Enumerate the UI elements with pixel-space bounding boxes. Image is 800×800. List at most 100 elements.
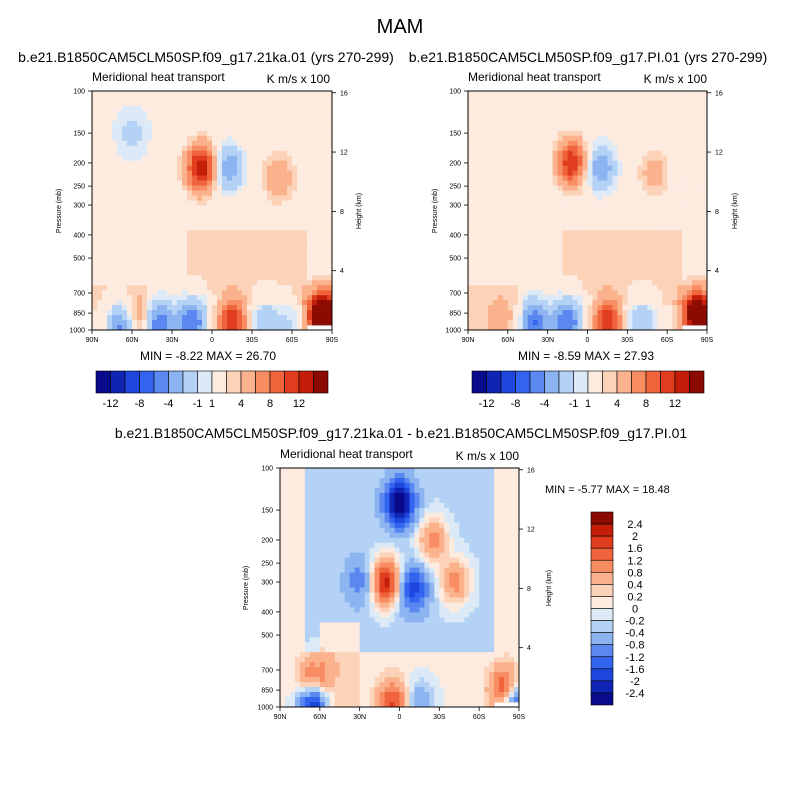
contour-cell (142, 115, 148, 122)
contour-cell (212, 240, 218, 246)
contour-cell (702, 135, 708, 142)
contour-cell (297, 135, 303, 142)
contour-cell (252, 210, 258, 216)
contour-cell (687, 100, 693, 107)
contour-cell (327, 175, 333, 181)
contour-cell (552, 125, 558, 132)
contour-cell (257, 155, 263, 162)
contour-cell (262, 195, 268, 201)
contour-cell (307, 295, 313, 301)
contour-cell (637, 165, 643, 171)
contour-cell (242, 105, 248, 112)
contour-cell (127, 230, 133, 236)
contour-field (280, 468, 520, 708)
contour-cell (612, 185, 618, 191)
contour-cell (477, 315, 484, 321)
contour-cell (312, 130, 318, 137)
contour-cell (167, 240, 173, 246)
contour-cell (612, 165, 618, 171)
contour-cell (702, 105, 708, 112)
contour-cell (577, 91, 583, 97)
contour-cell (682, 295, 688, 301)
contour-cell (622, 230, 628, 236)
contour-cell (167, 180, 173, 186)
contour-cell (567, 280, 573, 286)
contour-cell (597, 165, 603, 171)
contour-cell (577, 260, 583, 266)
contour-cell (657, 105, 663, 112)
contour-cell (122, 145, 128, 152)
contour-cell (92, 110, 98, 117)
contour-cell (582, 285, 588, 291)
contour-cell (157, 310, 163, 316)
contour-cell (532, 320, 539, 326)
contour-cell (167, 325, 173, 331)
contour-cell (137, 225, 143, 231)
contour-cell (497, 135, 504, 142)
contour-cell (207, 295, 213, 301)
contour-cell (157, 200, 163, 206)
contour-cell (512, 160, 519, 166)
contour-cell (277, 245, 283, 251)
contour-cell (517, 210, 524, 216)
contour-cell (477, 125, 484, 132)
contour-cell (232, 230, 238, 236)
contour-cell (297, 230, 303, 236)
contour-cell (307, 275, 313, 281)
contour-cell (642, 95, 648, 102)
contour-cell (517, 140, 524, 147)
contour-cell (262, 165, 268, 171)
contour-cell (222, 295, 228, 301)
contour-cell (132, 285, 138, 291)
contour-cell (142, 140, 148, 147)
contour-cell (697, 265, 703, 271)
contour-cell (572, 170, 578, 176)
pressure-tick-label: 400 (73, 232, 85, 239)
contour-cell (242, 275, 248, 281)
contour-cell (117, 145, 123, 152)
contour-cell (642, 185, 648, 191)
contour-cell (167, 305, 173, 311)
contour-cell (112, 220, 118, 226)
contour-cell (177, 135, 183, 142)
contour-cell (592, 210, 598, 216)
contour-cell (157, 115, 163, 122)
contour-cell (632, 205, 638, 211)
contour-cell (267, 220, 273, 226)
contour-cell (147, 120, 153, 127)
contour-cell (667, 140, 673, 147)
contour-cell (284, 472, 291, 479)
contour-cell (232, 160, 238, 166)
contour-cell (582, 145, 588, 152)
contour-cell (192, 145, 198, 152)
contour-cell (280, 487, 286, 494)
contour-cell (247, 200, 253, 206)
contour-cell (477, 265, 484, 271)
contour-cell (257, 150, 263, 157)
contour-cell (247, 120, 253, 127)
contour-cell (472, 255, 479, 261)
contour-cell (167, 190, 173, 196)
contour-cell (557, 315, 563, 321)
contour-cell (267, 250, 273, 256)
contour-cell (102, 315, 108, 321)
contour-cell (307, 155, 313, 162)
contour-cell (492, 285, 499, 291)
contour-cell (287, 240, 293, 246)
contour-cell (247, 115, 253, 122)
contour-cell (227, 210, 233, 216)
contour-cell (207, 165, 213, 171)
contour-cell (532, 195, 539, 201)
contour-cell (182, 270, 188, 276)
contour-cell (517, 115, 524, 122)
contour-cell (312, 95, 318, 102)
contour-cell (132, 270, 138, 276)
contour-cell (312, 140, 318, 147)
contour-cell (344, 468, 351, 474)
contour-cell (577, 115, 583, 122)
contour-cell (497, 140, 504, 147)
contour-cell (572, 150, 578, 157)
contour-cell (322, 270, 328, 276)
contour-cell (632, 170, 638, 176)
contour-cell (197, 250, 203, 256)
